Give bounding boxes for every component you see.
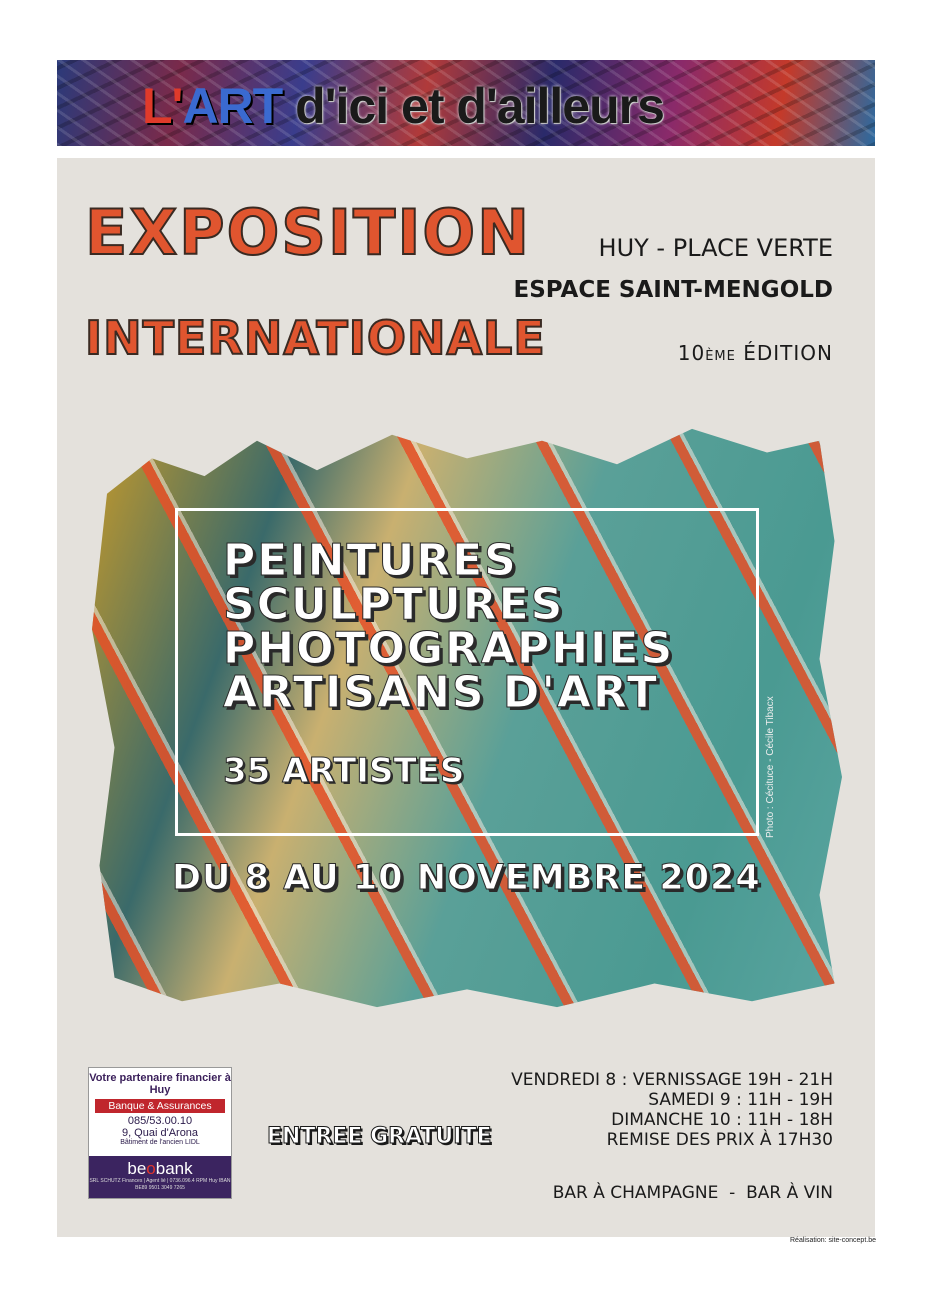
beobank-logo: beobank: [127, 1159, 193, 1178]
bars-info: BAR À CHAMPAGNE - BAR À VIN: [552, 1183, 833, 1203]
edition-word: ÉDITION: [735, 341, 833, 365]
ad-phone: 085/53.00.10: [127, 1115, 193, 1127]
category-item: PEINTURES: [222, 535, 518, 586]
sponsor-ad: Votre partenaire financier à Huy Banque …: [88, 1067, 232, 1199]
edition-number: 10: [677, 341, 706, 365]
photo-credit: Photo : Cécituce - Cécile Tibacx: [765, 696, 776, 838]
ad-fine-print: SRL SCHUTZ Finances | Agent lié | 0736.0…: [89, 1178, 231, 1191]
edition-suffix: ÈME: [705, 349, 736, 364]
artists-count: 35 ARTISTES: [222, 751, 465, 792]
event-dates: DU 8 AU 10 NOVEMBRE 2024: [172, 858, 761, 899]
realisation-credit: Réalisation: site-concept.be: [790, 1237, 876, 1244]
schedule-item: REMISE DES PRIX À 17H30: [606, 1130, 833, 1150]
categories-frame: PEINTURES SCULPTURES PHOTOGRAPHIES ARTIS…: [175, 508, 759, 836]
title-exposition: EXPOSITION: [84, 195, 531, 270]
banner-title: L'ART d'ici et d'ailleurs: [142, 78, 665, 134]
schedule-item: DIMANCHE 10 : 11H - 18H: [611, 1110, 833, 1130]
banner-title-l: L': [142, 78, 183, 134]
category-item: SCULPTURES: [222, 579, 565, 630]
location-venue: ESPACE SAINT-MENGOLD: [513, 277, 833, 303]
ad-headline: Votre partenaire financier à Huy: [89, 1072, 231, 1096]
ad-tag: Banque & Assurances: [95, 1099, 225, 1113]
free-entry: ENTREE GRATUITE: [267, 1124, 493, 1150]
edition: 10ÈME ÉDITION: [678, 341, 833, 365]
category-item: ARTISANS D'ART: [222, 667, 659, 718]
schedule-item: SAMEDI 9 : 11H - 19H: [648, 1090, 833, 1110]
banner-title-art: ART: [182, 78, 283, 134]
category-item: PHOTOGRAPHIES: [222, 623, 675, 674]
schedule: VENDREDI 8 : VERNISSAGE 19H - 21H SAMEDI…: [511, 1070, 833, 1150]
schedule-item: VENDREDI 8 : VERNISSAGE 19H - 21H: [511, 1070, 833, 1090]
categories-list: PEINTURES SCULPTURES PHOTOGRAPHIES ARTIS…: [222, 535, 675, 718]
location-city: HUY - PLACE VERTE: [598, 234, 833, 262]
artwork-background: [92, 428, 842, 1008]
ad-building: Bâtiment de l'ancien LIDL: [120, 1139, 200, 1146]
title-internationale: INTERNATIONALE: [84, 310, 546, 366]
ad-footer: beobank SRL SCHUTZ Finances | Agent lié …: [89, 1156, 231, 1198]
ad-address: 9, Quai d'Arona: [121, 1127, 199, 1139]
banner-title-rest: d'ici et d'ailleurs: [282, 78, 665, 134]
header-banner: L'ART d'ici et d'ailleurs: [57, 60, 875, 146]
poster-panel: EXPOSITION INTERNATIONALE HUY - PLACE VE…: [57, 158, 875, 1237]
